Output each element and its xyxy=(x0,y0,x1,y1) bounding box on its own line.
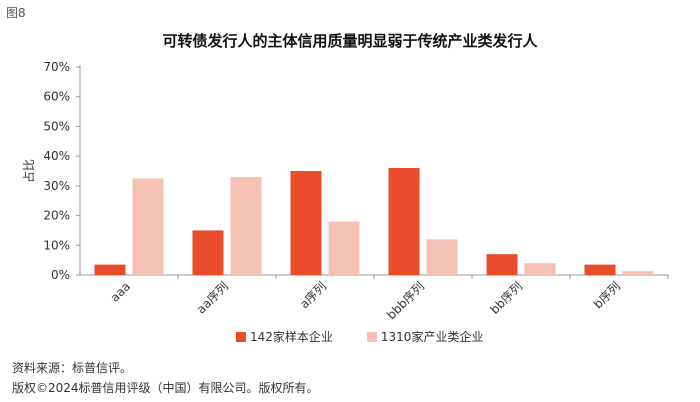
x-tick-label: bb序列 xyxy=(487,279,525,317)
chart-legend: 142家样本企业 1310家产业类企业 xyxy=(236,328,483,345)
bar-series-1-2 xyxy=(192,230,224,275)
bar-series-2-4 xyxy=(426,239,458,275)
bar-series-1-4 xyxy=(388,168,420,275)
y-axis-label: 占比 xyxy=(21,159,36,183)
x-tick-label: a序列 xyxy=(296,279,329,312)
copyright-line: 版权©2024标普信用评级（中国）有限公司。版权所有。 xyxy=(12,381,319,395)
y-tick-label: 10% xyxy=(43,238,70,252)
bar-series-1-5 xyxy=(486,254,518,275)
bar-series-1-3 xyxy=(290,171,322,275)
legend-swatch-series-1 xyxy=(236,331,246,342)
bar-series-1-6 xyxy=(584,264,616,275)
y-tick-label: 50% xyxy=(43,119,70,133)
y-tick-label: 60% xyxy=(43,90,70,104)
bar-series-2-5 xyxy=(524,263,556,275)
bar-series-2-2 xyxy=(230,176,262,275)
bar-series-1-1 xyxy=(94,264,126,275)
x-tick-label: aa序列 xyxy=(193,279,231,317)
legend-swatch-series-2 xyxy=(366,331,377,342)
y-tick-label: 30% xyxy=(43,179,70,193)
x-tick-label: b序列 xyxy=(590,279,623,312)
y-tick-label: 20% xyxy=(43,209,70,223)
legend-item-series-1: 142家样本企业 xyxy=(236,328,333,345)
y-tick-label: 70% xyxy=(43,60,70,74)
figure-label: 图8 xyxy=(6,6,26,20)
y-tick-label: 0% xyxy=(51,268,70,282)
legend-item-series-2: 1310家产业类企业 xyxy=(366,328,484,345)
x-tick-label: aaa xyxy=(108,279,134,305)
legend-label-series-1: 142家样本企业 xyxy=(250,330,333,344)
bar-series-2-3 xyxy=(328,221,360,275)
chart-title: 可转债发行人的主体信用质量明显弱于传统产业类发行人 xyxy=(162,32,538,50)
source-line: 资料来源：标普信评。 xyxy=(12,361,133,375)
legend-label-series-2: 1310家产业类企业 xyxy=(380,330,484,344)
y-tick-label: 40% xyxy=(43,149,70,163)
bar-series-2-1 xyxy=(132,178,164,275)
x-tick-label: bbb序列 xyxy=(383,279,427,323)
source-note: 资料来源：标普信评。 版权©2024标普信用评级（中国）有限公司。版权所有。 xyxy=(12,358,319,398)
bar-series-2-6 xyxy=(622,271,654,275)
